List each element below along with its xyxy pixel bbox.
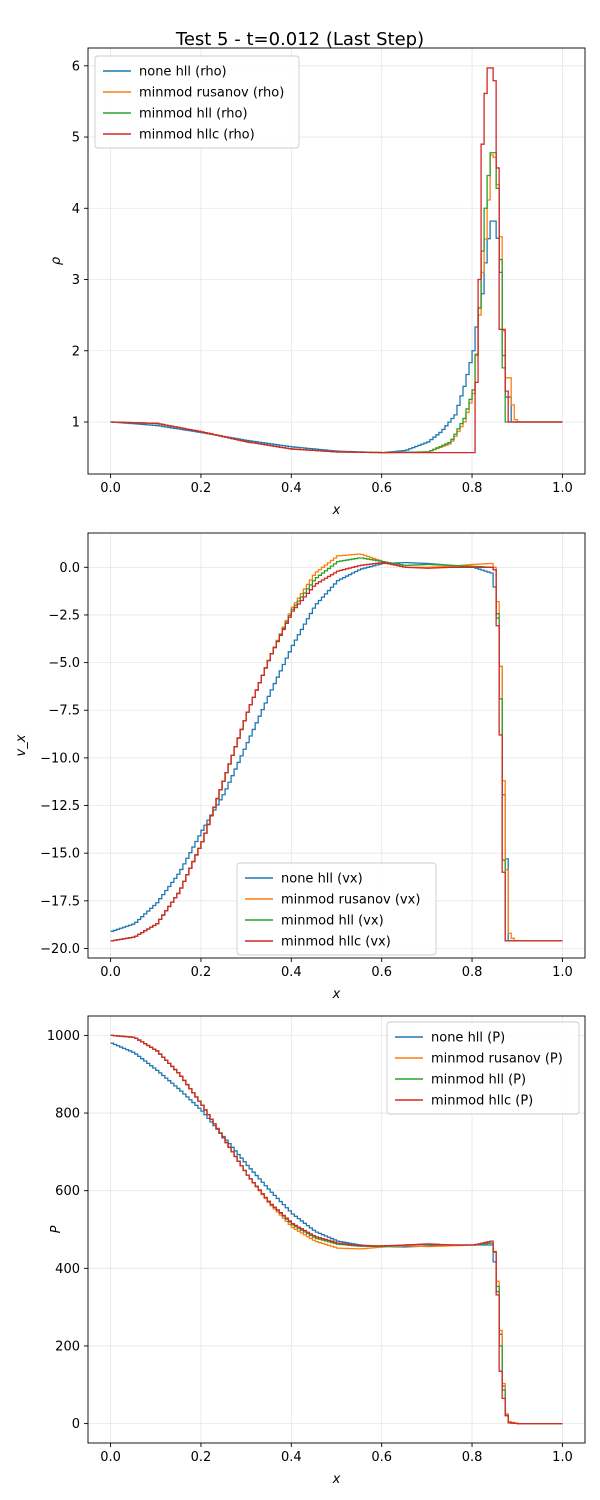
legend-label: none hll (vx) [281, 872, 363, 887]
y-tick-label: −2.5 [48, 608, 80, 623]
grid [88, 533, 585, 958]
x-tick-label: 0.8 [462, 965, 483, 980]
legend-label: minmod hllc (vx) [281, 935, 391, 950]
y-tick-label: 1 [72, 415, 80, 430]
chart-2: 0.0 0.2 0.4 0.6 0.8 1.0 0.0 −2.5 −5.0 −7.5 −10.0 −1… [14, 532, 586, 1002]
y-tick-label: 6 [72, 59, 80, 74]
x-tick-label: 1.0 [552, 481, 573, 496]
y-tick-label: −20.0 [40, 942, 80, 957]
x-tick-label: 0.2 [191, 965, 212, 980]
y-tick-label: 400 [55, 1262, 80, 1277]
y-tick-label: 5 [72, 131, 80, 146]
axes-frame [87, 532, 586, 959]
series-line-minmod-hllc [110, 67, 563, 454]
series-line-minmod-rusanov [110, 154, 563, 454]
y-tick-label: 1000 [47, 1029, 80, 1044]
x-tick-label: 1.0 [552, 1450, 573, 1465]
charts: 0.0 0.2 0.4 0.6 0.8 1.0 1 2 3 4 5 6 x ρ none hll (rho)… [14, 47, 586, 1487]
x-tick-label: 0.6 [371, 481, 392, 496]
x-tick-label: 0.2 [191, 481, 212, 496]
series-line-minmod-hllc [110, 1034, 563, 1425]
y-axis-label: P [49, 1225, 64, 1233]
x-tick-label: 0.4 [281, 481, 302, 496]
legend-frame [94, 55, 300, 149]
x-tick-label: 1.0 [552, 965, 573, 980]
series-line-minmod-hllc [110, 561, 563, 942]
y-tick-label: 3 [72, 273, 80, 288]
y-tick-label: 600 [55, 1184, 80, 1199]
x-tick-label: 0.0 [100, 481, 121, 496]
legend-frame [236, 862, 437, 956]
axes-frame [87, 1015, 586, 1444]
legend-label: minmod hll (rho) [139, 107, 248, 122]
series-line-minmod-hll [110, 152, 563, 454]
x-tick-label: 0.0 [100, 1450, 121, 1465]
series-group [110, 553, 563, 942]
chart-3: 0.0 0.2 0.4 0.6 0.8 1.0 0 200 400 600 800 1000 x Pnon… [47, 1015, 586, 1487]
legend-label: minmod rusanov (vx) [281, 893, 420, 908]
y-tick-label: 0.0 [59, 561, 80, 576]
y-tick-label: 2 [72, 344, 80, 359]
series-line-none-hll [110, 220, 563, 454]
legend: none hll (rho) minmod rusanov (rho) minmod… [94, 55, 300, 149]
series-group [110, 1034, 563, 1425]
x-axis-label: x [332, 1472, 341, 1487]
legend-label: minmod hllc (P) [431, 1094, 533, 1109]
y-tick-label: 0 [72, 1417, 80, 1432]
legend: none hll (P) minmod rusanov (P) minmod hll… [386, 1021, 580, 1115]
x-tick-label: 0.2 [191, 1450, 212, 1465]
x-tick-label: 0.6 [371, 1450, 392, 1465]
x-axis-label: x [332, 987, 341, 1002]
legend-label: minmod hll (vx) [281, 914, 384, 929]
legend-label: none hll (rho) [139, 65, 227, 80]
legend-label: minmod hllc (rho) [139, 128, 255, 143]
legend-label: none hll (P) [431, 1031, 505, 1046]
axes-frame [87, 47, 586, 475]
figure-title: Test 5 - t=0.012 (Last Step) [175, 29, 424, 50]
x-tick-label: 0.0 [100, 965, 121, 980]
x-tick-label: 0.4 [281, 1450, 302, 1465]
legend-label: minmod rusanov (rho) [139, 86, 284, 101]
legend-label: minmod hll (P) [431, 1073, 526, 1088]
chart-1: 0.0 0.2 0.4 0.6 0.8 1.0 1 2 3 4 5 6 x ρ none hll (rho)… [49, 47, 586, 518]
series-group [110, 67, 563, 454]
legend: none hll (vx) minmod rusanov (vx) minmod h… [236, 862, 437, 956]
y-axis-label: ρ [49, 256, 64, 265]
y-tick-label: −17.5 [40, 894, 80, 909]
y-tick-label: −7.5 [48, 704, 80, 719]
x-axis-label: x [332, 503, 341, 518]
x-tick-label: 0.4 [281, 965, 302, 980]
y-tick-label: 800 [55, 1107, 80, 1122]
y-axis-label: v_x [14, 734, 29, 756]
legend-label: minmod rusanov (P) [431, 1052, 563, 1067]
y-tick-label: −15.0 [40, 847, 80, 862]
y-tick-label: 4 [72, 202, 80, 217]
legend-frame [386, 1021, 580, 1115]
x-tick-label: 0.8 [462, 1450, 483, 1465]
y-tick-label: −12.5 [40, 799, 80, 814]
x-tick-label: 0.8 [462, 481, 483, 496]
x-tick-label: 0.6 [371, 965, 392, 980]
y-tick-label: −5.0 [48, 656, 80, 671]
y-tick-label: 200 [55, 1339, 80, 1354]
y-tick-label: −10.0 [40, 751, 80, 766]
